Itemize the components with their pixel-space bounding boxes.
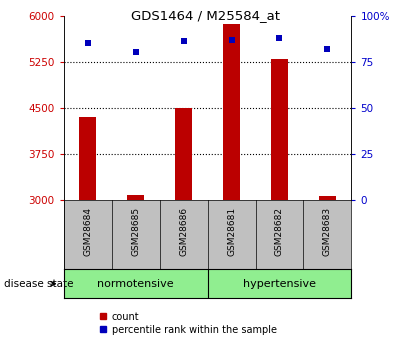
- Point: [180, 39, 187, 44]
- Text: hypertensive: hypertensive: [243, 279, 316, 289]
- Point: [84, 40, 91, 46]
- Point: [324, 46, 331, 51]
- Text: normotensive: normotensive: [97, 279, 174, 289]
- Text: GSM28683: GSM28683: [323, 207, 332, 256]
- Bar: [79, 117, 96, 200]
- Point: [132, 50, 139, 55]
- Text: GSM28685: GSM28685: [131, 207, 140, 256]
- Bar: [271, 59, 288, 200]
- Bar: [175, 108, 192, 200]
- Text: disease state: disease state: [4, 279, 74, 289]
- Text: GDS1464 / M25584_at: GDS1464 / M25584_at: [131, 9, 280, 22]
- Text: GSM28686: GSM28686: [179, 207, 188, 256]
- Point: [228, 37, 235, 42]
- Text: GSM28682: GSM28682: [275, 207, 284, 256]
- Legend: count, percentile rank within the sample: count, percentile rank within the sample: [95, 308, 281, 338]
- Text: GSM28681: GSM28681: [227, 207, 236, 256]
- Point: [276, 35, 283, 40]
- Bar: [319, 196, 336, 200]
- Bar: [223, 24, 240, 200]
- Bar: [127, 195, 144, 200]
- Text: GSM28684: GSM28684: [83, 207, 92, 256]
